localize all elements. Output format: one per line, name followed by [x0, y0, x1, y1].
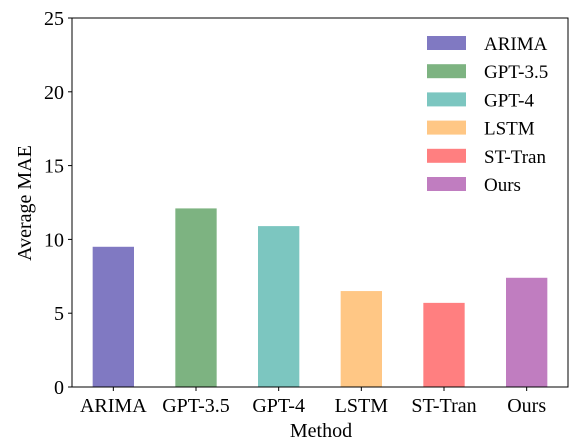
x-tick-label: GPT-3.5 [162, 395, 230, 417]
bar-gpt-4 [258, 226, 300, 387]
y-tick-label: 15 [44, 156, 64, 178]
legend-label: LSTM [484, 119, 535, 140]
legend-label: Ours [484, 175, 521, 196]
x-axis-title: Method [290, 420, 352, 439]
bars-group [92, 208, 548, 387]
bar-ours [506, 277, 548, 387]
legend-swatch [427, 36, 466, 50]
legend-swatch [427, 120, 466, 135]
axes-group: ARIMA GPT-3.5 GPT-4 LSTM ST-Tran Ours 0 5 10 15 20… [44, 8, 569, 417]
x-tick-label: ST-Tran [411, 395, 476, 417]
legend-label: ST-Tran [484, 147, 546, 168]
legend-swatch [427, 92, 466, 107]
legend-label: GPT-4 [484, 90, 534, 111]
bar-gpt-3-5 [175, 208, 217, 387]
legend-swatch [427, 64, 466, 79]
bar-lstm [340, 291, 382, 387]
y-tick-label: 25 [44, 8, 64, 30]
bar-st-tran [423, 302, 465, 387]
x-tick-label: ARIMA [80, 395, 147, 417]
x-tick-label: Ours [507, 395, 546, 417]
legend-label: ARIMA [484, 34, 548, 55]
x-tick-label: GPT-4 [252, 395, 305, 417]
y-axis-title: Average MAE [14, 145, 36, 261]
legend-swatch [427, 177, 466, 191]
legend: ARIMA GPT-3.5 GPT-4 LSTM ST-Tran Ours [427, 34, 548, 196]
y-tick-label: 0 [54, 377, 64, 399]
y-tick-label: 5 [54, 303, 64, 325]
legend-label: GPT-3.5 [484, 62, 548, 83]
plot-frame [71, 17, 569, 388]
y-tick-label: 20 [44, 82, 64, 104]
legend-swatch [427, 148, 466, 163]
x-tick-label: LSTM [335, 395, 389, 417]
bar-arima [92, 246, 134, 387]
y-tick-label: 10 [44, 229, 64, 251]
